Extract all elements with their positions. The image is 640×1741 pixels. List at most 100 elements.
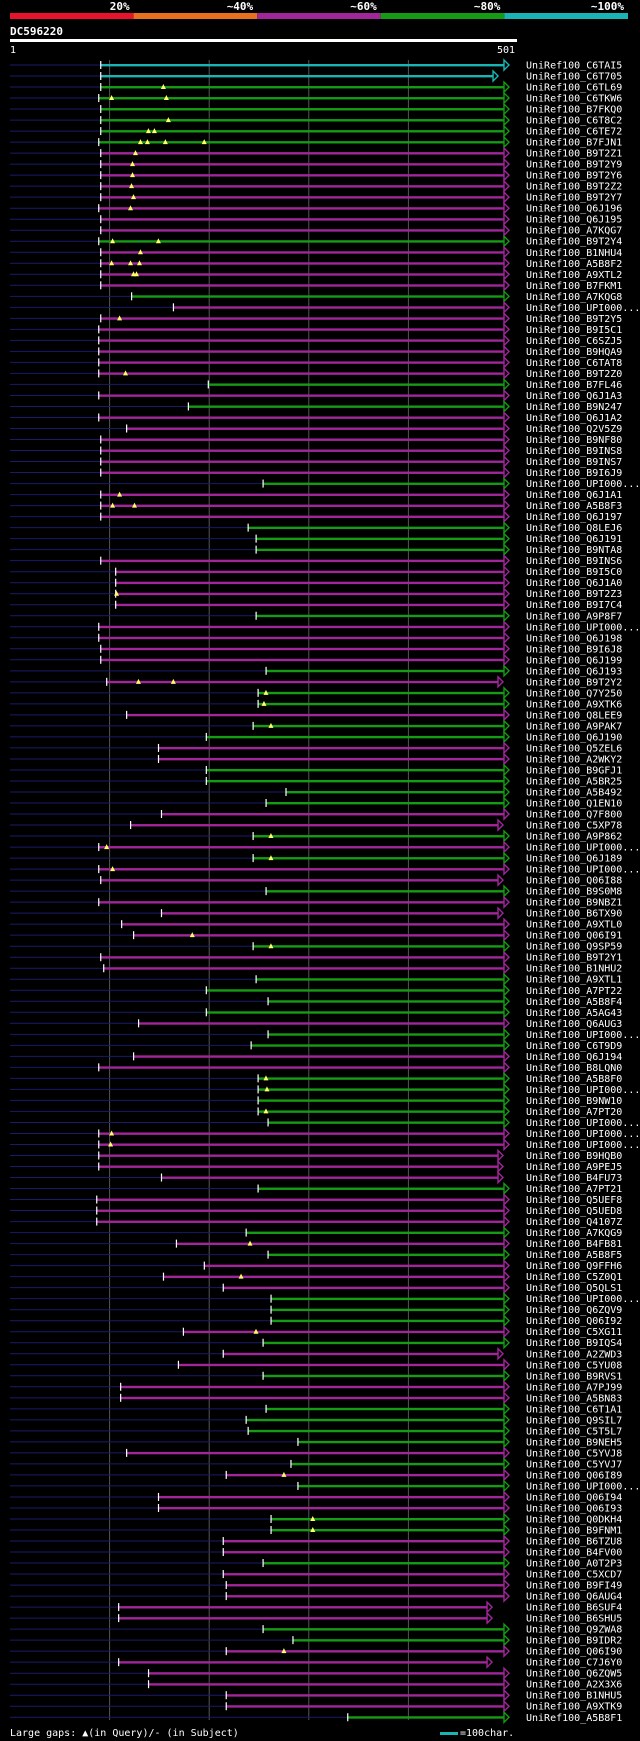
hit-label[interactable]: UniRef100_B9I5C0 [526,567,622,578]
hit-label[interactable]: UniRef100_B9T2Z2 [526,182,622,193]
hit-label[interactable]: UniRef100_C6T705 [526,72,622,83]
hit-label[interactable]: UniRef100_A9XTL2 [526,270,622,281]
hit-label[interactable]: UniRef100_C6T8C2 [526,116,622,127]
hit-label[interactable]: UniRef100_A9PAK7 [526,721,622,732]
hit-label[interactable]: UniRef100_B7FKM1 [526,281,622,292]
hit-label[interactable]: UniRef100_B1NHU4 [526,248,622,259]
hit-label[interactable]: UniRef100_B9NW10 [526,1096,622,1107]
hit-label[interactable]: UniRef100_UPI000... [526,1118,640,1129]
hit-label[interactable]: UniRef100_C5XG11 [526,1327,622,1338]
hit-label[interactable]: UniRef100_Q2V5Z9 [526,424,622,435]
hit-label[interactable]: UniRef100_C5YVJ8 [526,1448,622,1459]
hit-label[interactable]: UniRef100_UPI000... [526,1030,640,1041]
hit-label[interactable]: UniRef100_A7PJ99 [526,1382,622,1393]
hit-label[interactable]: UniRef100_C5YVJ7 [526,1459,622,1470]
hit-label[interactable]: UniRef100_B9INS6 [526,556,622,567]
hit-label[interactable]: UniRef100_B9I5C1 [526,325,622,336]
hit-label[interactable]: UniRef100_Q06I89 [526,1470,622,1481]
hit-label[interactable]: UniRef100_UPI000... [526,1085,640,1096]
hit-label[interactable]: UniRef100_Q06I91 [526,931,622,942]
hit-label[interactable]: UniRef100_B9T2Y7 [526,193,622,204]
hit-label[interactable]: UniRef100_B7FJN1 [526,138,622,149]
hit-label[interactable]: UniRef100_Q6ZQV9 [526,1305,622,1316]
hit-label[interactable]: UniRef100_B9NTA8 [526,545,622,556]
hit-label[interactable]: UniRef100_Q0DKH4 [526,1514,622,1525]
hit-label[interactable]: UniRef100_B9T2Y6 [526,171,622,182]
hit-label[interactable]: UniRef100_B9T2Y1 [526,953,622,964]
hit-label[interactable]: UniRef100_Q6J189 [526,854,622,865]
hit-label[interactable]: UniRef100_B9HQB0 [526,1151,622,1162]
hit-label[interactable]: UniRef100_A5B8F0 [526,1074,622,1085]
hit-label[interactable]: UniRef100_A9P8F7 [526,611,622,622]
hit-label[interactable]: UniRef100_UPI000... [526,479,640,490]
hit-label[interactable]: UniRef100_B9NBZ1 [526,898,622,909]
hit-label[interactable]: UniRef100_A5BR25 [526,776,622,787]
hit-label[interactable]: UniRef100_A9XTL0 [526,920,622,931]
hit-label[interactable]: UniRef100_C6TAI5 [526,61,622,72]
hit-label[interactable]: UniRef100_B9T2Y9 [526,160,622,171]
hit-label[interactable]: UniRef100_A2ZWD3 [526,1349,622,1360]
hit-label[interactable]: UniRef100_Q9FFH6 [526,1261,622,1272]
hit-label[interactable]: UniRef100_C5XP78 [526,821,622,832]
hit-label[interactable]: UniRef100_C7J6Y0 [526,1658,622,1669]
hit-label[interactable]: UniRef100_Q6AUG4 [526,1592,622,1603]
hit-label[interactable]: UniRef100_C6TL69 [526,83,622,94]
hit-label[interactable]: UniRef100_UPI000... [526,622,640,633]
hit-label[interactable]: UniRef100_B9T2Z0 [526,369,622,380]
hit-label[interactable]: UniRef100_Q6J196 [526,204,622,215]
hit-label[interactable]: UniRef100_Q6J1A3 [526,391,622,402]
hit-label[interactable]: UniRef100_A5B492 [526,787,622,798]
hit-label[interactable]: UniRef100_A5B8F5 [526,1250,622,1261]
hit-label[interactable]: UniRef100_A5B8F4 [526,997,622,1008]
hit-label[interactable]: UniRef100_Q6AUG3 [526,1019,622,1030]
hit-label[interactable]: UniRef100_A9XTK9 [526,1702,622,1713]
hit-label[interactable]: UniRef100_B9INS8 [526,446,622,457]
hit-label[interactable]: UniRef100_B9T2Z3 [526,589,622,600]
hit-label[interactable]: UniRef100_Q06I92 [526,1316,622,1327]
hit-label[interactable]: UniRef100_B9FNM1 [526,1525,622,1536]
hit-label[interactable]: UniRef100_C5Z0Q1 [526,1272,622,1283]
hit-label[interactable]: UniRef100_C5T5L7 [526,1426,622,1437]
hit-label[interactable]: UniRef100_Q6J194 [526,1052,622,1063]
hit-label[interactable]: UniRef100_B9RVS1 [526,1371,622,1382]
hit-label[interactable]: UniRef100_Q6J1A0 [526,578,622,589]
hit-label[interactable]: UniRef100_B9T2Y5 [526,314,622,325]
hit-label[interactable]: UniRef100_Q5UED8 [526,1206,622,1217]
hit-label[interactable]: UniRef100_B6TZU8 [526,1537,622,1548]
hit-label[interactable]: UniRef100_Q9SP59 [526,942,622,953]
hit-label[interactable]: UniRef100_B9IDR2 [526,1636,622,1647]
hit-label[interactable]: UniRef100_A5B8F3 [526,501,622,512]
hit-label[interactable]: UniRef100_UPI000... [526,1140,640,1151]
hit-label[interactable]: UniRef100_A7KQG9 [526,1228,622,1239]
hit-label[interactable]: UniRef100_Q6J198 [526,633,622,644]
hit-label[interactable]: UniRef100_Q5ZEL6 [526,743,622,754]
hit-label[interactable]: UniRef100_Q5QLS1 [526,1283,622,1294]
hit-label[interactable]: UniRef100_C6TE72 [526,127,622,138]
hit-label[interactable]: UniRef100_Q1EN10 [526,799,622,810]
hit-label[interactable]: UniRef100_B9GFJ1 [526,765,622,776]
hit-label[interactable]: UniRef100_Q9ZWA8 [526,1625,622,1636]
hit-label[interactable]: UniRef100_C5YU08 [526,1360,622,1371]
hit-label[interactable]: UniRef100_B4FV00 [526,1548,622,1559]
hit-label[interactable]: UniRef100_B7FKQ0 [526,105,622,116]
hit-label[interactable]: UniRef100_B8LQN0 [526,1063,622,1074]
hit-label[interactable]: UniRef100_B9N247 [526,402,622,413]
hit-label[interactable]: UniRef100_B6SHU5 [526,1614,622,1625]
hit-label[interactable]: UniRef100_B9T2Y2 [526,677,622,688]
hit-label[interactable]: UniRef100_C6T1A1 [526,1404,622,1415]
hit-label[interactable]: UniRef100_Q6J199 [526,655,622,666]
hit-label[interactable]: UniRef100_C5XCD7 [526,1570,622,1581]
hit-label[interactable]: UniRef100_B6TX90 [526,909,622,920]
hit-label[interactable]: UniRef100_B4FB81 [526,1239,622,1250]
hit-label[interactable]: UniRef100_Q6ZQW5 [526,1669,622,1680]
hit-label[interactable]: UniRef100_A7PT21 [526,1184,622,1195]
hit-label[interactable]: UniRef100_B9INS7 [526,457,622,468]
hit-label[interactable]: UniRef100_Q5UEF8 [526,1195,622,1206]
hit-label[interactable]: UniRef100_Q6J190 [526,732,622,743]
hit-label[interactable]: UniRef100_C6TAT8 [526,358,622,369]
hit-label[interactable]: UniRef100_B9HQA9 [526,347,622,358]
hit-label[interactable]: UniRef100_A9PEJ5 [526,1162,622,1173]
hit-label[interactable]: UniRef100_Q6J193 [526,666,622,677]
hit-label[interactable]: UniRef100_A2WKY2 [526,754,622,765]
hit-label[interactable]: UniRef100_UPI000... [526,303,640,314]
